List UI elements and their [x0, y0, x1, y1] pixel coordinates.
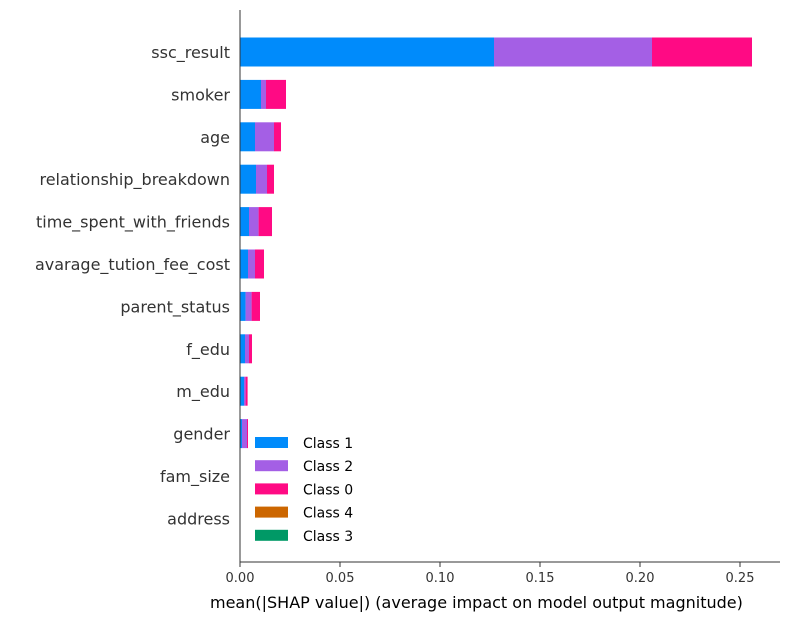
- x-axis-title: mean(|SHAP value|) (average impact on mo…: [210, 593, 743, 612]
- x-tick-label: 0.25: [726, 571, 755, 586]
- legend-swatch: [255, 437, 288, 448]
- legend-label: Class 2: [303, 459, 353, 475]
- legend-label: Class 0: [303, 482, 353, 498]
- bar-segment: [248, 249, 255, 279]
- bar-segment: [244, 376, 246, 406]
- bar-segment: [251, 291, 260, 321]
- legend: Class 1 Class 2 Class 0 Class 4 Class 3: [255, 436, 353, 545]
- feature-label: ssc_result: [151, 43, 230, 63]
- feature-label: relationship_breakdown: [39, 170, 230, 190]
- feature-label: address: [167, 509, 230, 528]
- bar-segment: [240, 122, 255, 152]
- x-tick-label: 0.00: [226, 571, 255, 586]
- x-ticks: 0.00 0.05 0.10 0.15 0.20 0.25: [226, 562, 755, 586]
- bar-segment: [242, 419, 247, 449]
- bar-segment: [245, 291, 252, 321]
- feature-label: avarage_tution_fee_cost: [35, 255, 230, 275]
- x-tick-label: 0.15: [526, 571, 555, 586]
- bar-segment: [240, 419, 242, 449]
- feature-label: gender: [173, 425, 230, 444]
- bar-segment: [652, 37, 752, 67]
- legend-swatch: [255, 506, 288, 518]
- legend-label: Class 4: [303, 506, 353, 522]
- bar-segment: [256, 164, 267, 194]
- bar-segment: [240, 376, 244, 406]
- bar-segment: [266, 79, 286, 109]
- x-tick-label: 0.10: [426, 571, 455, 586]
- bar-segment: [494, 37, 652, 67]
- feature-label: fam_size: [160, 467, 230, 487]
- legend-label: Class 1: [303, 436, 353, 452]
- bar-segment: [240, 37, 494, 67]
- bars-layer: [240, 37, 752, 449]
- legend-swatch: [255, 529, 288, 541]
- legend-swatch: [255, 483, 288, 495]
- bar-segment: [245, 376, 248, 406]
- bar-segment: [240, 164, 256, 194]
- feature-label: smoker: [171, 85, 230, 104]
- legend-swatch: [255, 460, 288, 472]
- bar-segment: [249, 334, 252, 364]
- legend-label: Class 3: [303, 529, 353, 545]
- bar-segment: [249, 207, 259, 237]
- bar-segment: [240, 291, 246, 321]
- bar-segment: [258, 207, 272, 237]
- bar-segment: [240, 249, 248, 279]
- x-tick-label: 0.20: [626, 571, 655, 586]
- feature-label: time_spent_with_friends: [36, 213, 230, 233]
- bar-segment: [255, 249, 264, 279]
- bar-segment: [247, 419, 248, 449]
- bar-segment: [240, 79, 261, 109]
- bar-segment: [240, 207, 249, 237]
- bar-segment: [261, 79, 266, 109]
- bar-segment: [274, 122, 281, 152]
- feature-label: m_edu: [176, 382, 230, 402]
- feature-label: age: [200, 128, 230, 147]
- feature-label: f_edu: [186, 340, 230, 360]
- bar-segment: [245, 334, 249, 364]
- bar-segment: [240, 334, 245, 364]
- bar-segment: [255, 122, 274, 152]
- x-tick-label: 0.05: [326, 571, 355, 586]
- bar-segment: [267, 164, 274, 194]
- feature-label: parent_status: [120, 297, 230, 317]
